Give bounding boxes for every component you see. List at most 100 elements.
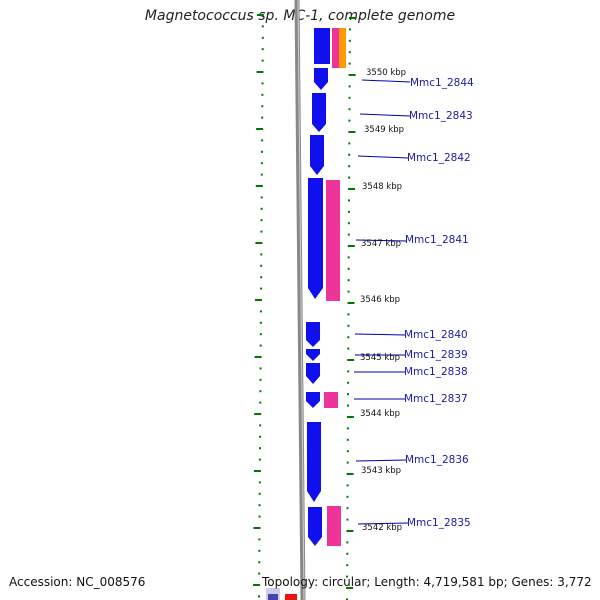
cds-mmc1-2837[interactable] — [306, 392, 320, 408]
major-tick — [346, 473, 354, 475]
major-tick — [347, 302, 355, 304]
minor-tick — [258, 492, 261, 495]
minor-tick — [346, 552, 349, 555]
gene-label-mmc1-2836[interactable]: Mmc1_2836 — [405, 454, 469, 466]
minor-tick — [260, 230, 263, 233]
cds-mmc1-2839[interactable] — [306, 349, 320, 361]
minor-tick — [261, 105, 264, 108]
cds-mmc1-2836[interactable] — [307, 422, 321, 502]
gene-label-mmc1-2837[interactable]: Mmc1_2837 — [404, 393, 468, 405]
tick-column-left — [253, 14, 264, 598]
cds-mmc1-2841[interactable] — [308, 178, 323, 299]
minor-tick — [346, 598, 348, 600]
minor-tick — [348, 199, 350, 202]
feature-bottom-navy — [268, 594, 278, 600]
minor-tick — [261, 59, 264, 62]
minor-tick — [259, 310, 262, 313]
minor-tick — [348, 62, 351, 65]
feature-top-pink — [332, 28, 339, 68]
major-tick — [253, 470, 261, 472]
minor-tick — [347, 393, 349, 396]
tick-column-right — [346, 17, 356, 600]
cds-mmc1-2840[interactable] — [306, 322, 320, 347]
minor-tick — [261, 25, 264, 28]
gene-label-mmc1-2842[interactable]: Mmc1_2842 — [407, 152, 471, 164]
accession-label: Accession: NC_008576 — [9, 575, 146, 589]
minor-tick — [258, 561, 261, 564]
topology-label: Topology: circular; Length: 4,719,581 bp… — [262, 575, 592, 589]
kbp-label-3545: 3545 kbp — [360, 353, 400, 363]
minor-tick — [347, 313, 350, 316]
minor-tick — [348, 165, 351, 168]
cds-mmc1-2838[interactable] — [306, 363, 320, 384]
major-tick — [346, 416, 354, 418]
gene-label-mmc1-2844[interactable]: Mmc1_2844 — [410, 77, 474, 89]
cds-mmc1-2835[interactable] — [308, 507, 322, 546]
feature-pink-2835[interactable] — [327, 506, 341, 546]
minor-tick — [261, 36, 264, 39]
minor-tick — [347, 279, 350, 282]
gene-label-mmc1-2839[interactable]: Mmc1_2839 — [404, 349, 468, 361]
minor-tick — [346, 484, 349, 487]
gene-label-mmc1-2835[interactable]: Mmc1_2835 — [407, 517, 471, 529]
minor-tick — [346, 461, 349, 464]
major-tick — [348, 188, 356, 190]
minor-tick — [258, 549, 261, 552]
kbp-label-3546: 3546 kbp — [360, 295, 400, 305]
gene-label-mmc1-2843[interactable]: Mmc1_2843 — [409, 110, 473, 122]
gene-label-mmc1-2840[interactable]: Mmc1_2840 — [404, 329, 468, 341]
minor-tick — [260, 264, 263, 267]
minor-tick — [258, 595, 260, 598]
minor-tick — [261, 93, 264, 96]
minor-tick — [347, 370, 350, 373]
leader-lines — [354, 79, 411, 525]
minor-tick — [261, 82, 264, 85]
minor-tick — [259, 424, 262, 427]
major-tick — [253, 584, 261, 586]
minor-tick — [259, 390, 262, 393]
major-tick — [256, 128, 264, 130]
minor-tick — [347, 324, 350, 327]
minor-tick — [259, 435, 262, 438]
kbp-label-3542: 3542 kbp — [362, 523, 402, 533]
minor-tick — [347, 222, 350, 225]
minor-tick — [348, 85, 351, 88]
major-tick — [255, 185, 263, 187]
cds-mmc1-2842[interactable] — [310, 135, 324, 175]
feature-pink-2841[interactable] — [326, 180, 340, 301]
major-tick — [256, 71, 264, 73]
feature-pink-2837[interactable] — [324, 392, 338, 408]
minor-tick — [258, 538, 261, 541]
minor-tick — [347, 233, 350, 236]
minor-tick — [346, 575, 349, 578]
major-tick — [253, 527, 261, 529]
major-tick — [346, 587, 354, 589]
cds-mmc1-2844[interactable] — [314, 68, 328, 90]
major-tick — [348, 74, 356, 76]
major-tick — [255, 299, 262, 301]
minor-tick — [347, 404, 349, 407]
kbp-label-3549: 3549 kbp — [364, 125, 404, 135]
kbp-label-3547: 3547 kbp — [361, 239, 401, 249]
gene-label-mmc1-2841[interactable]: Mmc1_2841 — [405, 234, 469, 246]
major-tick — [255, 242, 263, 244]
minor-tick — [259, 333, 262, 336]
minor-tick — [258, 458, 261, 461]
minor-tick — [348, 39, 351, 42]
minor-tick — [348, 108, 351, 111]
minor-tick — [258, 515, 261, 518]
minor-tick — [259, 447, 261, 450]
minor-tick — [258, 481, 261, 484]
minor-tick — [347, 381, 350, 384]
minor-tick — [260, 219, 263, 222]
gene-label-mmc1-2838[interactable]: Mmc1_2838 — [404, 366, 468, 378]
minor-tick — [346, 564, 349, 567]
minor-tick — [258, 572, 261, 575]
genome-backbone-highlight — [297, 0, 305, 600]
minor-tick — [258, 504, 261, 507]
minor-tick — [261, 139, 264, 142]
cds-mmc1-2843[interactable] — [312, 93, 326, 132]
kbp-label-3544: 3544 kbp — [360, 409, 400, 419]
kbp-label-3550: 3550 kbp — [366, 68, 406, 78]
